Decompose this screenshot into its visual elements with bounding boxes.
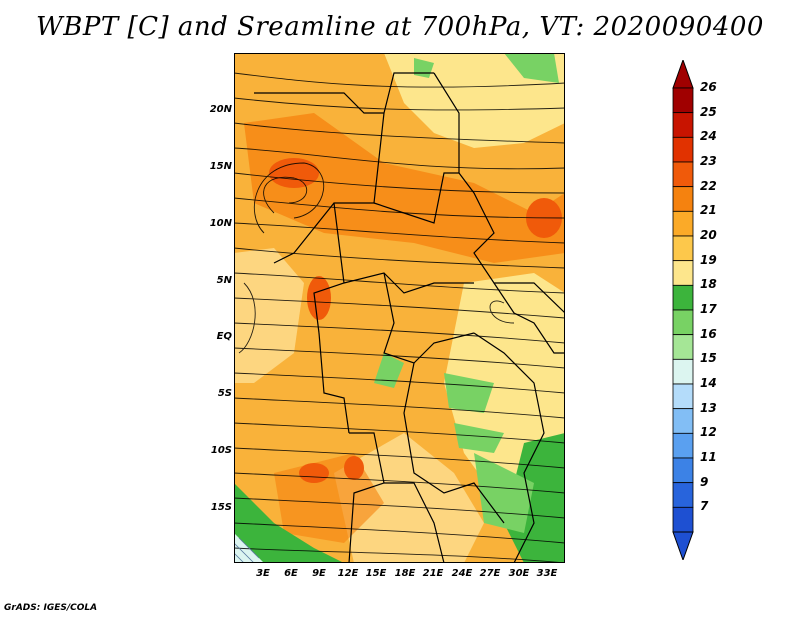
colorbar-swatch [672,334,694,360]
colorbar-swatch [672,260,694,286]
lon-label-21e: 21E [422,568,444,579]
lon-label-33e: 33E [536,568,558,579]
country-borders [254,72,565,563]
colorbar-label: 25 [700,104,717,119]
colorbar-label: 20 [700,228,717,242]
lat-label-15s: 15S [210,502,232,513]
colorbar-label: 26 [700,80,717,94]
colorbar-swatch [672,506,694,533]
lat-label-20n: 20N [209,104,232,115]
field-17-coast-a [444,373,494,413]
colorbar-swatch [672,284,694,311]
colorbar-label: 15 [700,351,717,366]
hatch-corner [234,537,260,563]
lat-label-5s: 5S [217,388,232,399]
footer-credit: GrADS: IGES/COLA [4,603,98,613]
colorbar-swatch [672,112,694,138]
colorbar-label: 18 [700,277,717,292]
map-plot [234,53,565,563]
colorbar-label: 24 [700,129,717,144]
colorbar-swatch [672,457,694,484]
lon-label-15e: 15E [365,568,387,579]
field-23-patch-c [307,276,331,320]
map-title: WBPT [C] and Sreamline at 700hPa, VT: 20… [36,12,764,42]
colorbar-label: 19 [700,252,717,267]
lon-label-3e: 3E [256,568,270,579]
colorbar-swatch [672,482,694,508]
lat-label-15n: 15N [209,161,232,172]
colorbar-label: 21 [700,203,717,218]
lon-label-6e: 6E [284,568,298,579]
colorbar [672,60,694,560]
colorbar-label: 23 [700,154,717,168]
colorbar-swatch [672,87,694,114]
colorbar-label: 14 [700,376,717,390]
lon-label-12e: 12E [337,568,359,579]
colorbar-label: 12 [700,425,717,440]
colorbar-label: 22 [700,178,717,193]
lat-label-eq: EQ [216,331,232,342]
lat-label-10n: 10N [209,218,232,229]
field-19-south [334,433,484,563]
field-17-east [474,453,534,533]
streamlines [234,72,565,563]
colorbar-bottom-arrow [672,531,694,560]
colorbar-label: 11 [700,450,717,464]
colorbar-label: 7 [700,499,709,514]
colorbar-swatch [672,383,694,410]
lon-label-9e: 9E [312,568,326,579]
lon-label-30e: 30E [508,568,530,579]
colorbar-label: 17 [700,302,717,316]
colorbar-swatch [672,309,694,336]
field-18-southwest [234,483,344,563]
field-17-north [504,53,559,83]
colorbar-label: 16 [700,326,717,341]
field-17-lake [374,353,404,388]
colorbar-label: 13 [700,400,717,415]
field-23-patch-d [299,463,329,483]
colorbar-top-arrow [672,60,694,89]
field-23-patch-a [269,158,319,188]
lon-label-24e: 24E [451,568,473,579]
lon-label-27e: 27E [479,568,501,579]
colorbar-swatch [672,408,694,434]
field-17-coast-b [454,423,504,453]
colorbar-swatch [672,432,694,459]
colorbar-swatch [672,210,694,237]
lat-label-10s: 10S [210,445,232,456]
lon-label-18e: 18E [394,568,416,579]
colorbar-swatch [672,136,694,163]
colorbar-swatch [672,358,694,385]
colorbar-swatch [672,161,694,188]
colorbar-label: 9 [700,474,709,489]
field-23-patch-e [344,456,364,480]
lat-label-5n: 5N [216,275,232,286]
colorbar-swatch [672,186,694,212]
colorbar-swatch [672,235,694,262]
map-frame [234,53,565,563]
